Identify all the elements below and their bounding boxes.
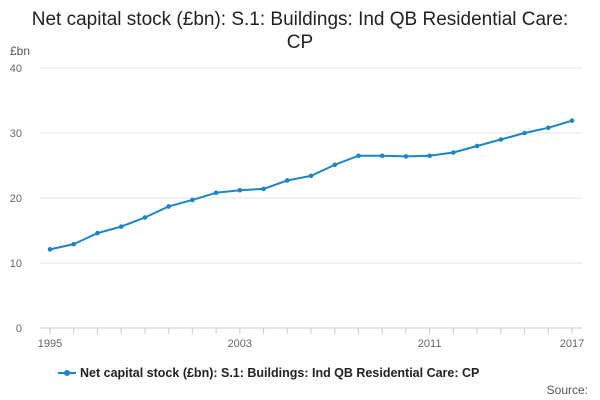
x-tick-label: 2003 (228, 338, 252, 350)
data-point (379, 153, 385, 159)
data-point (427, 153, 432, 159)
x-tick-label: 2011 (418, 338, 442, 350)
chart-title: Net capital stock (£bn): S.1: Buildings:… (31, 9, 569, 53)
gridlines (40, 67, 582, 329)
data-point (498, 137, 504, 142)
data-point (284, 178, 290, 183)
data-point (261, 186, 266, 192)
legend-label: Net capital stock (£bn): S.1: Buildings:… (80, 366, 480, 380)
y-tick-label: 20 (10, 193, 22, 205)
data-point (569, 118, 575, 123)
data-point (142, 215, 148, 220)
legend: Net capital stock (£bn): S.1: Buildings:… (58, 366, 479, 380)
x-axis: 1995 2003 2011 2017 (38, 328, 584, 350)
data-point (545, 125, 551, 131)
data-point (474, 143, 480, 149)
y-tick-label: 10 (10, 258, 22, 270)
data-point (118, 224, 124, 229)
data-point (166, 204, 171, 209)
y-axis-ticks: 0 10 20 30 40 (10, 63, 22, 335)
y-tick-label: 40 (10, 63, 22, 75)
x-tick-label: 1995 (38, 338, 62, 350)
data-point (190, 197, 195, 203)
data-point (47, 247, 53, 252)
data-point (71, 241, 77, 247)
data-point (308, 173, 314, 179)
data-point (213, 190, 219, 196)
data-point (522, 130, 527, 136)
series-layer (47, 118, 575, 252)
x-tick-label: 2017 (560, 338, 584, 350)
y-axis-unit-label: £bn (10, 44, 31, 58)
source-label: Source: (546, 383, 588, 397)
series-line (49, 119, 573, 251)
data-point (237, 187, 243, 193)
data-point (332, 162, 338, 168)
y-tick-label: 30 (10, 128, 22, 140)
data-point (451, 150, 456, 155)
data-point (95, 230, 100, 236)
y-tick-label: 0 (16, 323, 22, 335)
data-point (356, 153, 361, 159)
data-point (403, 154, 409, 159)
legend-marker-icon (58, 366, 76, 380)
